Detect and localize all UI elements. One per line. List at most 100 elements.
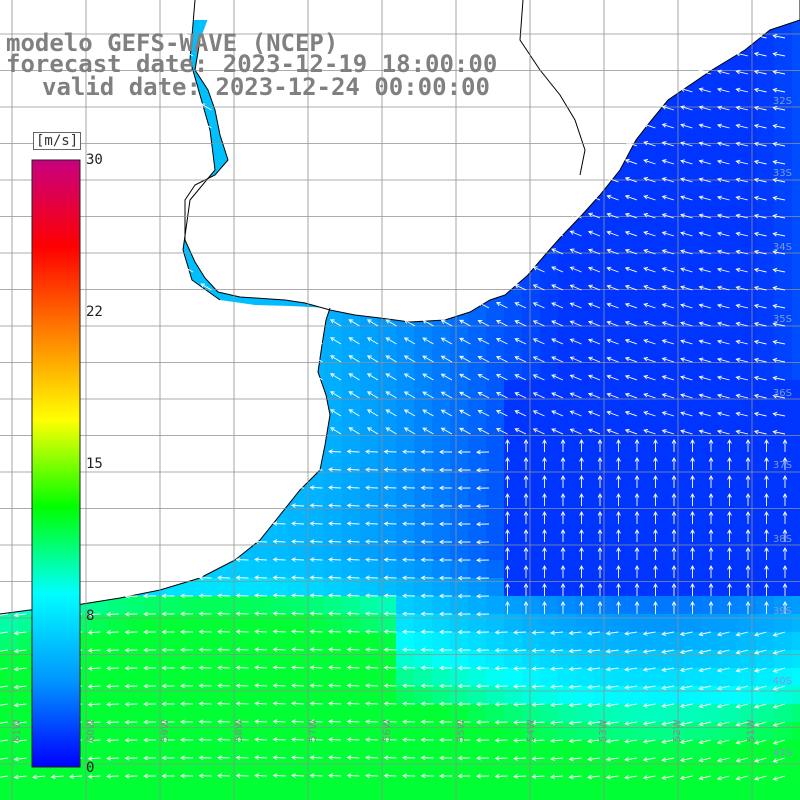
- wind-arrow: [420, 467, 434, 473]
- field-cell: [450, 686, 469, 705]
- wind-arrow: [365, 575, 379, 580]
- wind-arrow: [542, 475, 547, 488]
- wind-arrow: [772, 51, 786, 57]
- wind-arrow: [505, 493, 510, 506]
- field-cell: [504, 650, 523, 669]
- field-cell: [720, 218, 739, 237]
- field-cell: [792, 686, 800, 705]
- field-cell: [594, 524, 613, 543]
- wind-arrow: [366, 355, 379, 363]
- field-cell: [432, 326, 451, 345]
- wind-arrow: [643, 321, 656, 327]
- wind-arrow: [402, 755, 416, 761]
- field-cell: [756, 776, 775, 795]
- wind-arrow: [716, 303, 730, 309]
- wind-arrow: [420, 593, 434, 599]
- wind-arrow: [494, 774, 508, 779]
- field-cell: [702, 758, 721, 777]
- wind-arrow: [494, 756, 508, 761]
- field-cell: [792, 254, 800, 273]
- wind-arrow: [328, 647, 342, 652]
- field-cell: [666, 362, 685, 381]
- wind-arrow: [402, 485, 416, 491]
- wind-arrow: [0, 667, 9, 671]
- wind-arrow: [457, 629, 471, 635]
- wind-arrow: [745, 439, 751, 452]
- wind-arrow: [680, 105, 693, 111]
- field-cell: [540, 416, 559, 435]
- field-cell: [504, 668, 523, 687]
- wind-arrow: [272, 539, 286, 544]
- wind-arrow: [772, 213, 786, 219]
- field-cell: [720, 794, 739, 800]
- wind-arrow: [551, 428, 564, 435]
- field-cell: [756, 488, 775, 507]
- wind-arrow: [597, 493, 603, 506]
- field-cell: [432, 596, 451, 615]
- field-cell: [612, 542, 631, 561]
- field-cell: [792, 146, 800, 165]
- field-cell: [504, 434, 523, 453]
- wind-arrow: [643, 123, 656, 129]
- wind-arrow: [772, 33, 786, 39]
- field-cell: [792, 632, 800, 651]
- field-cell: [756, 56, 775, 75]
- wind-arrow: [198, 611, 212, 617]
- field-cell: [288, 722, 307, 741]
- field-cell: [558, 416, 577, 435]
- field-cell: [198, 578, 217, 597]
- field-cell: [576, 506, 595, 525]
- wind-arrow: [346, 503, 360, 508]
- field-cell: [126, 650, 145, 669]
- field-cell: [738, 614, 757, 633]
- wind-arrow: [402, 701, 416, 707]
- field-cell: [756, 596, 775, 615]
- field-cell: [612, 632, 631, 651]
- field-cell: [288, 776, 307, 795]
- field-cell: [432, 470, 451, 489]
- wind-arrow: [235, 593, 249, 598]
- field-cell: [576, 344, 595, 363]
- field-cell: [738, 578, 757, 597]
- wind-arrow: [513, 738, 527, 743]
- wind-arrow: [385, 337, 397, 345]
- field-cell: [486, 668, 505, 687]
- wind-arrow: [309, 647, 323, 652]
- field-cell: [180, 686, 199, 705]
- field-cell: [666, 308, 685, 327]
- field-cell: [360, 434, 379, 453]
- field-cell: [792, 200, 800, 219]
- wind-arrow: [671, 475, 677, 488]
- field-cell: [162, 596, 181, 615]
- field-cell: [342, 398, 361, 417]
- wind-arrow: [716, 159, 730, 165]
- wind-arrow: [772, 775, 786, 781]
- field-cell: [378, 776, 397, 795]
- field-cell: [792, 308, 800, 327]
- wind-arrow: [476, 701, 490, 707]
- field-cell: [270, 704, 289, 723]
- field-cell: [90, 668, 109, 687]
- field-cell: [702, 362, 721, 381]
- wind-arrow: [476, 611, 490, 617]
- wind-arrow: [679, 631, 693, 637]
- field-cell: [666, 596, 685, 615]
- wind-arrow: [579, 439, 584, 452]
- wind-arrow: [587, 428, 601, 435]
- wind-arrow: [180, 647, 194, 653]
- wind-arrow: [587, 774, 601, 780]
- field-cell: [504, 380, 523, 399]
- wind-arrow: [420, 755, 434, 761]
- field-cell: [756, 290, 775, 309]
- wind-arrow: [782, 601, 788, 614]
- field-cell: [450, 776, 469, 795]
- field-cell: [540, 776, 559, 795]
- field-cell: [468, 434, 487, 453]
- field-cell: [594, 560, 613, 579]
- wind-arrow: [679, 649, 693, 655]
- wind-arrow: [124, 593, 138, 599]
- wind-arrow: [680, 339, 693, 345]
- wind-arrow: [383, 449, 397, 455]
- field-cell: [432, 506, 451, 525]
